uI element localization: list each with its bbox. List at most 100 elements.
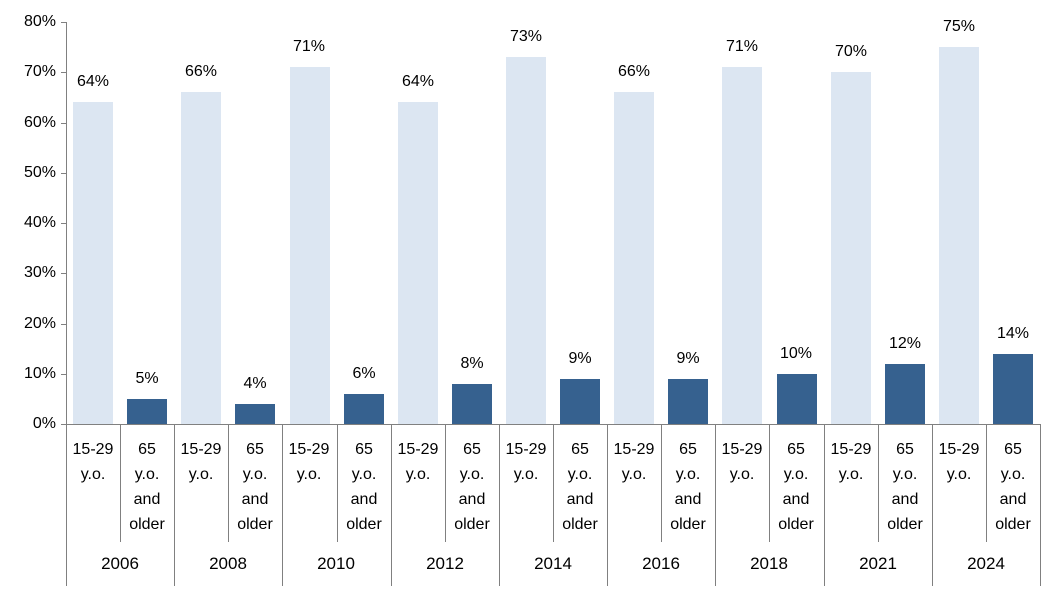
year-group-border (282, 424, 283, 586)
y-axis-tick-label: 0% (32, 415, 56, 432)
sub-category-border (878, 424, 879, 542)
sub-category-label: 65 y.o. and older (129, 441, 165, 533)
y-axis-tick-mark (61, 374, 66, 375)
year-label: 2024 (967, 554, 1005, 573)
year-group-border (824, 424, 825, 586)
bar-data-label: 12% (888, 335, 922, 352)
bar-age65plus (777, 374, 817, 424)
sub-category-border (120, 424, 121, 542)
year-label: 2014 (534, 554, 572, 573)
bar-data-label: 75% (942, 18, 976, 35)
bar-data-label: 66% (184, 63, 218, 80)
sub-category-label: 15-29 y.o. (830, 441, 872, 483)
bar-data-label: 10% (779, 345, 813, 362)
bar-age65plus (127, 399, 167, 424)
y-axis-tick-label: 20% (23, 315, 56, 332)
bar-data-label: 6% (352, 365, 376, 382)
y-axis-tick-label: 50% (23, 164, 56, 181)
y-axis-tick-mark (61, 273, 66, 274)
y-axis-tick-mark (61, 324, 66, 325)
year-group-border (391, 424, 392, 586)
sub-category-label: 65 y.o. and older (454, 441, 490, 533)
sub-category-label: 15-29 y.o. (505, 441, 547, 483)
bar-age15-29 (506, 57, 546, 424)
bar-age65plus (885, 364, 925, 424)
bar-data-label: 8% (460, 355, 484, 372)
year-group-border (715, 424, 716, 586)
sub-category-label: 65 y.o. and older (346, 441, 382, 533)
sub-category-border (661, 424, 662, 542)
bar-age15-29 (614, 92, 654, 424)
bar-data-label: 71% (725, 38, 759, 55)
bar-age65plus (560, 379, 600, 424)
y-axis-tick-label: 80% (23, 13, 56, 30)
bar-data-label: 5% (135, 370, 159, 387)
bar-data-label: 9% (676, 350, 700, 367)
sub-category-border (228, 424, 229, 542)
year-group-border (174, 424, 175, 586)
bar-age15-29 (73, 102, 113, 424)
bar-data-label: 64% (401, 73, 435, 90)
sub-category-border (986, 424, 987, 542)
bar-age15-29 (290, 67, 330, 424)
bar-age65plus (668, 379, 708, 424)
y-axis-tick-label: 30% (23, 264, 56, 281)
bar-age65plus (452, 384, 492, 424)
bar-age65plus (993, 354, 1033, 424)
year-label: 2016 (642, 554, 680, 573)
bar-age15-29 (831, 72, 871, 424)
year-label: 2018 (750, 554, 788, 573)
sub-category-label: 15-29 y.o. (180, 441, 222, 483)
sub-category-label: 65 y.o. and older (562, 441, 598, 533)
bar-data-label: 71% (292, 38, 326, 55)
bar-data-label: 64% (76, 73, 110, 90)
y-axis-tick-mark (61, 72, 66, 73)
bar-data-label: 66% (617, 63, 651, 80)
year-group-border (1040, 424, 1041, 586)
bar-data-label: 14% (996, 325, 1030, 342)
sub-category-label: 15-29 y.o. (721, 441, 763, 483)
y-axis-tick-mark (61, 173, 66, 174)
y-axis-tick-label: 60% (23, 114, 56, 131)
bar-age65plus (344, 394, 384, 424)
bar-age15-29 (398, 102, 438, 424)
sub-category-label: 65 y.o. and older (887, 441, 923, 533)
sub-category-label: 65 y.o. and older (778, 441, 814, 533)
sub-category-label: 15-29 y.o. (288, 441, 330, 483)
year-group-border (499, 424, 500, 586)
y-axis-tick-mark (61, 424, 66, 425)
y-axis-tick-label: 10% (23, 365, 56, 382)
y-axis-tick-mark (61, 123, 66, 124)
year-label: 2010 (317, 554, 355, 573)
sub-category-border (445, 424, 446, 542)
bar-age15-29 (181, 92, 221, 424)
sub-category-label: 15-29 y.o. (72, 441, 114, 483)
year-group-border (607, 424, 608, 586)
bar-age15-29 (722, 67, 762, 424)
y-axis-line (66, 22, 67, 424)
year-group-border (66, 424, 67, 586)
sub-category-border (337, 424, 338, 542)
year-label: 2008 (209, 554, 247, 573)
bar-data-label: 70% (834, 43, 868, 60)
sub-category-label: 15-29 y.o. (397, 441, 439, 483)
year-label: 2021 (859, 554, 897, 573)
sub-category-border (553, 424, 554, 542)
y-axis-tick-label: 40% (23, 214, 56, 231)
sub-category-label: 65 y.o. and older (237, 441, 273, 533)
year-label: 2006 (101, 554, 139, 573)
bar-data-label: 9% (568, 350, 592, 367)
year-label: 2012 (426, 554, 464, 573)
sub-category-border (769, 424, 770, 542)
y-axis-tick-label: 70% (23, 63, 56, 80)
bar-data-label: 73% (509, 28, 543, 45)
y-axis-tick-mark (61, 22, 66, 23)
bar-age15-29 (939, 47, 979, 424)
sub-category-label: 65 y.o. and older (995, 441, 1031, 533)
sub-category-label: 65 y.o. and older (670, 441, 706, 533)
sub-category-label: 15-29 y.o. (938, 441, 980, 483)
sub-category-label: 15-29 y.o. (613, 441, 655, 483)
bar-age65plus (235, 404, 275, 424)
y-axis-tick-mark (61, 223, 66, 224)
